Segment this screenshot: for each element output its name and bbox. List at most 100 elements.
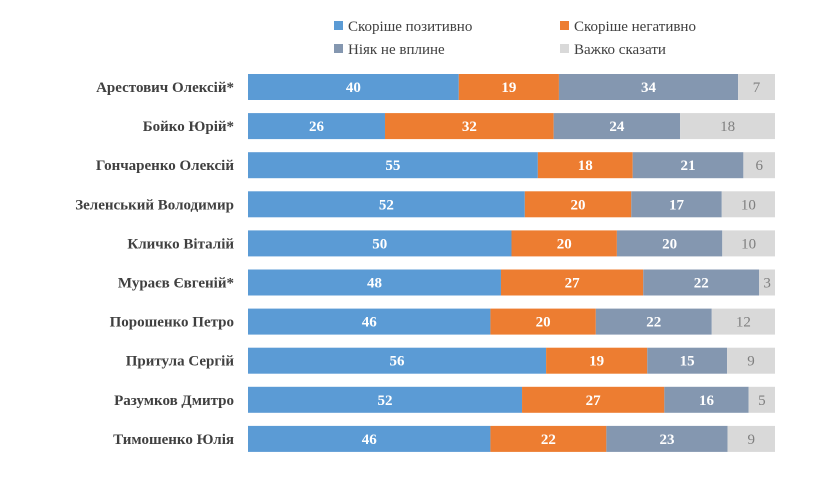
bar-segment — [385, 113, 554, 140]
data-label: 21 — [681, 158, 696, 174]
bar-segment — [711, 308, 775, 335]
category-label: Кличко Віталій — [127, 236, 234, 252]
legend-swatch — [334, 44, 343, 53]
bar-segment — [759, 269, 775, 296]
legend-swatch — [560, 44, 569, 53]
data-label: 22 — [646, 315, 661, 331]
bar-segment — [546, 347, 648, 374]
bar-segment — [631, 191, 722, 218]
category-label: Гончаренко Олексій — [96, 158, 234, 174]
bar-segment — [248, 269, 501, 296]
data-label: 6 — [755, 158, 763, 174]
data-label: 19 — [501, 80, 516, 96]
category-label: Зеленський Володимир — [75, 197, 234, 213]
data-label: 46 — [362, 432, 378, 448]
bar-segment — [647, 347, 728, 374]
bar-segment — [248, 425, 491, 452]
data-label: 22 — [541, 432, 556, 448]
data-label: 18 — [578, 158, 593, 174]
bar-segment — [738, 74, 775, 100]
data-label: 5 — [758, 393, 766, 409]
legend: Скоріше позитивно Скоріше негативно Ніяк н… — [334, 19, 696, 58]
bar-segment — [248, 113, 386, 140]
bar-segment — [248, 386, 523, 413]
data-label: 10 — [741, 197, 756, 213]
bar-segment — [500, 269, 644, 296]
bar-segment — [680, 113, 775, 140]
legend-swatch — [334, 21, 343, 30]
bar-segment — [537, 152, 633, 179]
bar-segment — [248, 152, 538, 179]
bar-segment — [553, 113, 681, 140]
data-labels: 40 19 34 7 26 32 24 18 55 18 21 6 52 20 17 10 50 20 20 10 48… — [309, 80, 771, 448]
data-label: 56 — [390, 354, 406, 370]
bar-segment — [748, 386, 775, 413]
category-label: Бойко Юрій* — [143, 119, 234, 135]
legend-item: Скоріше позитивно — [334, 19, 472, 35]
bar-segment — [522, 386, 665, 413]
data-label: 15 — [680, 354, 695, 370]
data-label: 20 — [571, 197, 586, 213]
bar-segment — [248, 230, 512, 257]
data-label: 23 — [659, 432, 674, 448]
legend-label: Ніяк не вплине — [348, 42, 445, 58]
bar-segment — [616, 230, 723, 257]
category-label: Разумков Дмитро — [114, 393, 234, 409]
bar-segment — [721, 191, 775, 218]
bar-segment — [248, 191, 525, 218]
data-label: 50 — [372, 236, 387, 252]
bar-segment — [664, 386, 749, 413]
bar-segment — [458, 74, 559, 100]
data-label: 18 — [720, 119, 735, 135]
data-label: 7 — [753, 80, 761, 96]
data-label: 20 — [536, 315, 551, 331]
bar-segment — [727, 425, 775, 452]
legend-label: Скоріше позитивно — [348, 19, 472, 35]
bar-segment — [524, 191, 632, 218]
data-label: 12 — [736, 315, 751, 331]
data-label: 20 — [557, 236, 572, 252]
bar-segment — [632, 152, 744, 179]
bar-segment — [595, 308, 712, 335]
data-label: 52 — [379, 197, 394, 213]
category-label: Тимошенко Юлія — [113, 432, 234, 448]
data-label: 26 — [309, 119, 325, 135]
data-label: 27 — [586, 393, 602, 409]
category-label: Притула Сергій — [126, 354, 235, 370]
legend-swatch — [560, 21, 569, 30]
data-label: 10 — [741, 236, 756, 252]
data-label: 19 — [589, 354, 604, 370]
bar-segment — [248, 308, 491, 335]
data-label: 17 — [669, 197, 685, 213]
data-label: 24 — [609, 119, 625, 135]
category-label: Порошенко Петро — [110, 315, 234, 331]
data-label: 3 — [763, 276, 771, 292]
bar-segment — [643, 269, 760, 296]
bar-segment — [727, 347, 775, 374]
data-label: 40 — [346, 80, 361, 96]
bar-segment — [743, 152, 775, 179]
data-label: 48 — [367, 276, 382, 292]
bar-segment — [722, 230, 775, 257]
data-label: 9 — [748, 432, 756, 448]
bars — [248, 74, 775, 452]
legend-item: Важко сказати — [560, 42, 666, 58]
legend-label: Важко сказати — [574, 42, 666, 58]
data-label: 46 — [362, 315, 378, 331]
data-label: 16 — [699, 393, 715, 409]
legend-item: Скоріше негативно — [560, 19, 696, 35]
data-label: 22 — [694, 276, 709, 292]
bar-segment — [558, 74, 739, 100]
bar-segment — [490, 308, 596, 335]
data-label: 34 — [641, 80, 657, 96]
legend-label: Скоріше негативно — [574, 19, 696, 35]
bar-segment — [511, 230, 617, 257]
data-label: 20 — [662, 236, 677, 252]
bar-segment — [490, 425, 607, 452]
bar-segment — [248, 347, 547, 374]
category-axis: Арестович Олексій* Бойко Юрій* Гончаренко … — [75, 80, 234, 448]
data-label: 9 — [747, 354, 755, 370]
data-label: 32 — [462, 119, 477, 135]
